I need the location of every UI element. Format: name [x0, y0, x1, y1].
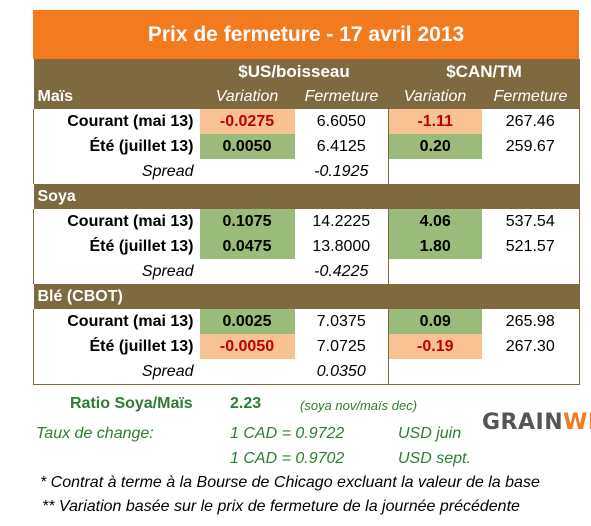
- spread-label: Spread: [33, 359, 200, 385]
- close-can-cell: 259.67: [481, 134, 580, 159]
- header-empty-cell: [33, 59, 200, 84]
- header-empty-cell: [481, 284, 580, 309]
- table-row: Spread 0.0350: [33, 359, 580, 385]
- row-label: Été (juillet 13): [33, 134, 200, 159]
- row-label: Été (juillet 13): [33, 334, 200, 359]
- table-row: Été (juillet 13) 0.0475 13.8000 1.80 521…: [33, 234, 580, 259]
- empty-cell: [389, 259, 482, 284]
- grainwiz-logo: GRAINWIZ: [482, 410, 591, 435]
- close-can-cell: 537.54: [481, 209, 580, 234]
- header-empty-cell: [294, 184, 389, 209]
- spread-value: -0.4225: [294, 259, 389, 284]
- section-header-soya: Soya: [33, 184, 580, 209]
- fermeture-header-can: Fermeture: [481, 84, 580, 109]
- section-name-ble: Blé (CBOT): [33, 284, 200, 309]
- table-row: Spread -0.1925: [33, 159, 580, 184]
- empty-cell: [481, 159, 580, 184]
- footnote-contract: * Contrat à terme à la Bourse de Chicago…: [40, 474, 540, 491]
- empty-cell: [200, 259, 295, 284]
- section-name-mais: Maïs: [33, 84, 200, 109]
- variation-us-cell: 0.1075: [199, 209, 295, 234]
- unit-us-header: $US/boisseau: [199, 59, 389, 84]
- logo-text-wiz: WIZ: [563, 410, 591, 435]
- section-header-ble: Blé (CBOT): [33, 284, 580, 309]
- variation-us-cell: -0.0275: [199, 109, 295, 134]
- header-empty-cell: [388, 184, 482, 209]
- header-empty-cell: [199, 184, 295, 209]
- variation-us-cell: -0.0050: [199, 334, 295, 359]
- table-row: Courant (mai 13) 0.1075 14.2225 4.06 537…: [33, 209, 580, 234]
- empty-cell: [389, 159, 482, 184]
- variation-can-cell: 0.09: [388, 309, 482, 334]
- page-title: Prix de fermeture - 17 avril 2013: [33, 10, 579, 59]
- closing-prices-table: $US/boisseau $CAN/TM Maïs Variation Ferm…: [33, 59, 580, 385]
- ratio-value: 2.23: [230, 395, 262, 412]
- table-row: Été (juillet 13) -0.0050 7.0725 -0.19 26…: [33, 334, 580, 359]
- close-can-cell: 267.46: [481, 109, 580, 134]
- row-label: Courant (mai 13): [33, 209, 200, 234]
- units-header-row: $US/boisseau $CAN/TM: [33, 59, 580, 84]
- header-empty-cell: [481, 184, 580, 209]
- fermeture-header-us: Fermeture: [294, 84, 389, 109]
- variation-header-us: Variation: [199, 84, 295, 109]
- header-empty-cell: [294, 284, 389, 309]
- close-can-cell: 521.57: [481, 234, 580, 259]
- close-us-cell: 7.0375: [294, 309, 389, 334]
- close-us-cell: 13.8000: [294, 234, 389, 259]
- table-row: Courant (mai 13) 0.0025 7.0375 0.09 265.…: [33, 309, 580, 334]
- ratio-note: (soya nov/maïs dec): [300, 398, 418, 413]
- exchange-label: Taux de change:: [36, 425, 154, 442]
- spread-label: Spread: [33, 159, 200, 184]
- row-label: Courant (mai 13): [33, 309, 200, 334]
- empty-cell: [388, 359, 482, 385]
- empty-cell: [199, 359, 295, 385]
- spread-value: -0.1925: [294, 159, 389, 184]
- spread-label: Spread: [33, 259, 200, 284]
- section-name-soya: Soya: [33, 184, 200, 209]
- section-header-mais: Maïs Variation Fermeture Variation Ferme…: [33, 84, 580, 109]
- table-row: Spread -0.4225: [33, 259, 580, 284]
- variation-can-cell: -1.11: [388, 109, 482, 134]
- close-can-cell: 265.98: [481, 309, 580, 334]
- exchange-rate-sept: 1 CAD = 0.9702: [230, 450, 345, 467]
- header-empty-cell: [199, 284, 295, 309]
- spread-value: 0.0350: [294, 359, 389, 385]
- footnote-variation: ** Variation basée sur le prix de fermet…: [42, 498, 520, 515]
- row-label: Courant (mai 13): [33, 109, 200, 134]
- empty-cell: [481, 259, 580, 284]
- exchange-unit-june: USD juin: [398, 425, 462, 442]
- header-empty-cell: [388, 284, 482, 309]
- close-us-cell: 6.4125: [294, 134, 389, 159]
- empty-cell: [200, 159, 295, 184]
- empty-cell: [481, 359, 580, 385]
- logo-text-grain: GRAIN: [482, 410, 564, 435]
- close-can-cell: 267.30: [481, 334, 580, 359]
- close-us-cell: 14.2225: [294, 209, 389, 234]
- exchange-unit-sept: USD sept.: [398, 450, 471, 467]
- exchange-rate-june: 1 CAD = 0.9722: [230, 425, 345, 442]
- close-us-cell: 6.6050: [294, 109, 389, 134]
- ratio-label: Ratio Soya/Maïs: [70, 395, 193, 412]
- close-us-cell: 7.0725: [294, 334, 389, 359]
- table-row: Courant (mai 13) -0.0275 6.6050 -1.11 26…: [33, 109, 580, 134]
- unit-can-header: $CAN/TM: [388, 59, 580, 84]
- row-label: Été (juillet 13): [33, 234, 200, 259]
- variation-us-cell: 0.0050: [199, 134, 295, 159]
- variation-us-cell: 0.0475: [199, 234, 295, 259]
- variation-can-cell: 4.06: [388, 209, 482, 234]
- variation-can-cell: -0.19: [388, 334, 482, 359]
- variation-us-cell: 0.0025: [199, 309, 295, 334]
- variation-header-can: Variation: [388, 84, 482, 109]
- variation-can-cell: 0.20: [388, 134, 482, 159]
- table-row: Été (juillet 13) 0.0050 6.4125 0.20 259.…: [33, 134, 580, 159]
- variation-can-cell: 1.80: [388, 234, 482, 259]
